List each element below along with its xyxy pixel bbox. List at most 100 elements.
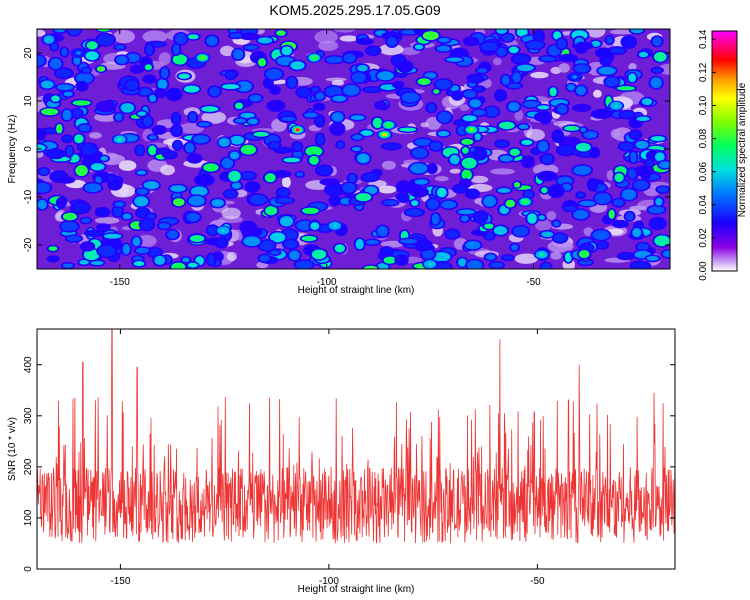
heatmap-background-cell: [558, 63, 570, 73]
heatmap-cell: [268, 101, 284, 111]
heatmap-cell: [331, 123, 344, 135]
heatmap-cell: [573, 165, 592, 175]
colorbar-tick-label: 0.10: [698, 95, 709, 115]
heatmap-background-cell: [514, 253, 538, 264]
heatmap-background-cell: [546, 211, 557, 220]
colorbar-tick-label: 0.02: [698, 228, 709, 248]
heatmap-cell: [103, 233, 122, 239]
heatmap-cell: [188, 154, 201, 163]
heatmap-cell: [40, 80, 54, 89]
heatmap-cell: [377, 71, 394, 81]
heatmap-cell: [631, 261, 650, 269]
heatmap-cell: [462, 147, 469, 154]
heatmap-cell: [113, 206, 122, 217]
heatmap-cell: [233, 49, 244, 60]
y-tick-label: 300: [23, 407, 34, 424]
heatmap-cell: [526, 41, 544, 49]
heatmap-cell: [107, 174, 116, 181]
spectrogram-y-ticks: -20 -10 0 10 20: [23, 47, 670, 252]
heatmap-cell: [342, 182, 356, 193]
heatmap-cell: [289, 250, 300, 261]
heatmap-cell: [332, 95, 347, 102]
heatmap-cell: [648, 206, 665, 214]
heatmap-background-cell: [469, 175, 489, 184]
heatmap-cell: [553, 130, 563, 142]
heatmap-cell: [465, 241, 481, 250]
heatmap-cell: [598, 66, 616, 75]
heatmap-cell: [331, 112, 344, 122]
heatmap-cell: [173, 44, 180, 55]
heatmap-cell: [578, 250, 590, 259]
heatmap-cell: [234, 118, 246, 123]
heatmap-cell: [399, 127, 417, 132]
heatmap-background-cell: [118, 160, 137, 171]
heatmap-cell: [536, 113, 549, 121]
colorbar-tick-label: 0.04: [698, 195, 709, 215]
heatmap-cell: [140, 219, 154, 230]
heatmap-cell: [131, 65, 143, 73]
heatmap-cell: [224, 190, 237, 198]
heatmap-cell: [326, 56, 344, 63]
heatmap-cell: [172, 125, 181, 136]
snr-frame: [36, 328, 676, 570]
heatmap-cell: [47, 149, 64, 158]
x-tick-label: -50: [530, 576, 545, 587]
heatmap-cell: [377, 226, 388, 237]
heatmap-background-cell: [89, 132, 102, 139]
heatmap-cell: [355, 193, 372, 202]
heatmap-cell: [96, 208, 109, 217]
heatmap-cell: [90, 260, 104, 266]
heatmap-background-cell: [449, 168, 461, 174]
heatmap-peak: [539, 253, 544, 256]
heatmap-background-cell: [334, 29, 355, 33]
heatmap-cell: [387, 37, 397, 47]
heatmap-cell: [249, 194, 267, 205]
heatmap-cell: [394, 82, 403, 87]
heatmap-cell: [473, 109, 486, 116]
heatmap-cell: [66, 146, 73, 157]
heatmap-cell: [144, 75, 155, 83]
heatmap-cell: [625, 212, 634, 221]
heatmap-cell: [249, 94, 262, 102]
heatmap-cell: [466, 189, 479, 198]
heatmap-background-cell: [331, 79, 344, 86]
heatmap-cell: [646, 256, 659, 261]
heatmap-cell: [637, 243, 649, 251]
heatmap-cell: [654, 152, 665, 162]
heatmap-cell: [73, 202, 89, 213]
heatmap-cell: [609, 47, 625, 54]
heatmap-cell: [636, 116, 650, 122]
heatmap-cell: [241, 172, 256, 180]
heatmap-cell: [657, 186, 669, 193]
heatmap-cell: [477, 68, 487, 73]
heatmap-cell: [90, 163, 105, 171]
heatmap-cell: [321, 179, 339, 185]
heatmap-cell: [597, 241, 608, 249]
heatmap-cell: [485, 254, 496, 260]
heatmap-cell: [508, 102, 520, 112]
heatmap-cell: [51, 43, 58, 51]
heatmap-cell: [72, 109, 82, 118]
heatmap-cell: [43, 35, 55, 44]
heatmap-cell: [54, 29, 66, 33]
snr-x-ticks: -150 -100 -50: [110, 329, 545, 587]
heatmap-cell: [304, 112, 318, 118]
heatmap-cell: [86, 231, 104, 236]
heatmap-cell: [523, 101, 540, 108]
heatmap-cell: [522, 156, 534, 167]
heatmap-cell: [557, 38, 567, 49]
heatmap-cell: [326, 184, 343, 196]
heatmap-cell: [432, 252, 451, 262]
heatmap-cell: [82, 68, 90, 73]
heatmap-background-cell: [593, 89, 602, 98]
heatmap-cell: [417, 240, 431, 250]
heatmap-cell: [591, 40, 601, 47]
heatmap-cell: [617, 86, 635, 91]
heatmap-cell: [564, 125, 580, 131]
heatmap-cell: [253, 131, 269, 137]
heatmap-cell: [576, 85, 587, 96]
heatmap-cell: [264, 78, 272, 88]
y-tick-label: -10: [23, 189, 34, 204]
heatmap-cell: [441, 200, 457, 209]
heatmap-peak: [76, 51, 81, 55]
